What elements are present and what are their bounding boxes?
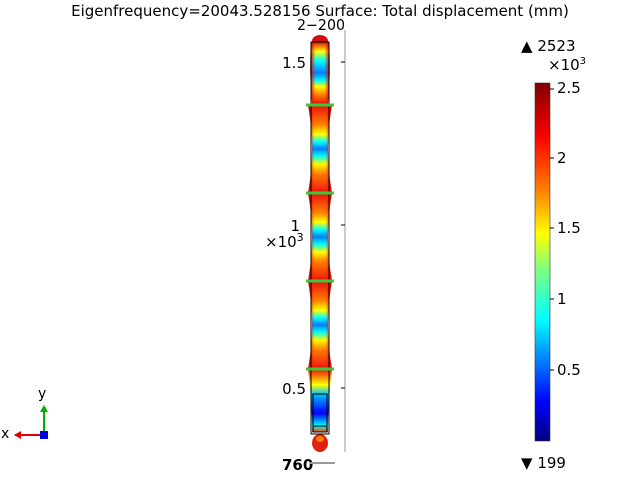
legend-tick-label: 1.5 bbox=[557, 219, 581, 237]
bottom-overlapping-ticks: 760 bbox=[282, 456, 313, 474]
triad-x-label: x bbox=[1, 426, 10, 442]
legend-multiplier: ×103 bbox=[548, 56, 587, 74]
color-legend-bar bbox=[534, 82, 551, 442]
legend-max-label: ▲ 2523 bbox=[521, 37, 576, 55]
min-marker-icon: ▼ bbox=[521, 454, 533, 472]
y-tick-label: 0.5 bbox=[282, 380, 306, 398]
legend-tick-label: 1 bbox=[557, 290, 567, 308]
legend-min-label: ▼ 199 bbox=[521, 454, 566, 472]
top-overlapping-ticks: 2−200 bbox=[297, 16, 345, 34]
y-axis-multiplier: ×103 bbox=[265, 231, 304, 251]
legend-tick-label: 2 bbox=[557, 149, 567, 167]
beam-model[interactable] bbox=[306, 35, 334, 452]
triad-y-label: y bbox=[38, 386, 47, 402]
legend-tick-label: 0.5 bbox=[557, 361, 581, 379]
y-tick-label: 1.5 bbox=[282, 54, 306, 72]
y-tick-label: 1 bbox=[290, 217, 300, 235]
max-marker-icon: ▲ bbox=[521, 37, 533, 55]
axis-orientation-triad bbox=[14, 405, 48, 439]
plot-title: Eigenfrequency=20043.528156 Surface: Tot… bbox=[71, 2, 569, 20]
legend-tick-label: 2.5 bbox=[557, 79, 581, 97]
